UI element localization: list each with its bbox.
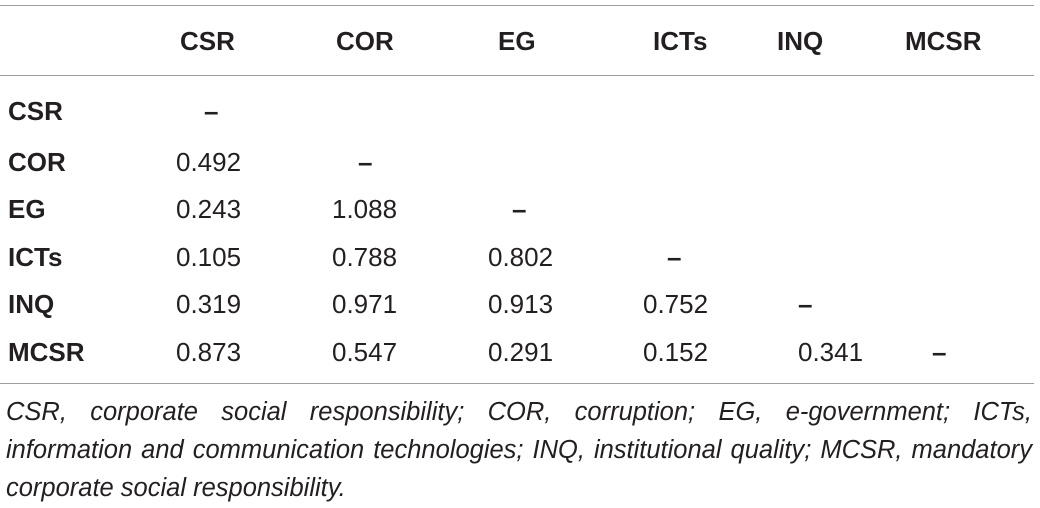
table-bottom-rule (0, 383, 1034, 384)
table-cell (774, 186, 902, 234)
table-cell (902, 186, 1034, 234)
table-cell (464, 75, 619, 138)
table-row: COR 0.492 – (0, 138, 1034, 186)
correlation-table: CSR COR EG ICTs INQ MCSR CSR – COR 0.492 (0, 6, 1034, 376)
table-row: CSR – (0, 75, 1034, 138)
column-header: INQ (777, 25, 824, 56)
table-cell: 0.105 (176, 241, 242, 272)
table-cell (619, 75, 774, 138)
row-label: EG (8, 194, 46, 225)
table-cell (902, 138, 1034, 186)
table-cell (902, 233, 1034, 281)
table-cell: 1.088 (332, 194, 398, 225)
table-cell: 0.291 (488, 336, 554, 367)
table-header-rule (0, 75, 1034, 76)
table-cell: 0.243 (176, 194, 242, 225)
table-cell: – (358, 146, 373, 177)
table-cell (619, 186, 774, 234)
column-header: ICTs (653, 25, 708, 56)
table-top-rule (0, 5, 1034, 6)
table-cell: 0.152 (643, 336, 709, 367)
table-cell: 0.788 (332, 241, 398, 272)
column-header: COR (336, 25, 394, 56)
table-cell: – (204, 95, 219, 126)
row-label: ICTs (8, 241, 63, 272)
table-row: INQ 0.319 0.971 0.913 0.752 – (0, 281, 1034, 329)
table-cell (902, 75, 1034, 138)
row-label: MCSR (8, 336, 85, 367)
table-cell: 0.752 (643, 289, 709, 320)
table-header-row: CSR COR EG ICTs INQ MCSR (0, 6, 1034, 75)
table-cell: 0.913 (488, 289, 554, 320)
table-cell (774, 233, 902, 281)
table-cell (464, 138, 619, 186)
table-cell: 0.971 (332, 289, 398, 320)
table-cell: – (512, 194, 527, 225)
table-cell: – (798, 289, 813, 320)
table-cell: – (667, 241, 682, 272)
table-cell: 0.319 (176, 289, 242, 320)
table-cell: 0.492 (176, 146, 242, 177)
table-footnote: CSR, corporate social responsibility; CO… (6, 398, 1032, 502)
table-cell (619, 138, 774, 186)
table-cell (308, 75, 464, 138)
table-row: MCSR 0.873 0.547 0.291 0.152 0.341 – (0, 328, 1034, 376)
table-cell: – (932, 336, 947, 367)
table-row: ICTs 0.105 0.788 0.802 – (0, 233, 1034, 281)
table-cell: 0.341 (798, 336, 864, 367)
row-label: CSR (8, 95, 63, 126)
table-cell (902, 281, 1034, 329)
header-corner (0, 6, 152, 75)
table-cell: 0.547 (332, 336, 398, 367)
row-label: INQ (8, 289, 55, 320)
table-row: EG 0.243 1.088 – (0, 186, 1034, 234)
table-cell: 0.802 (488, 241, 554, 272)
table-cell: 0.873 (176, 336, 242, 367)
row-label: COR (8, 146, 66, 177)
column-header: EG (498, 25, 536, 56)
table-cell (774, 138, 902, 186)
table-cell (774, 75, 902, 138)
column-header: CSR (180, 25, 235, 56)
column-header: MCSR (905, 25, 982, 56)
